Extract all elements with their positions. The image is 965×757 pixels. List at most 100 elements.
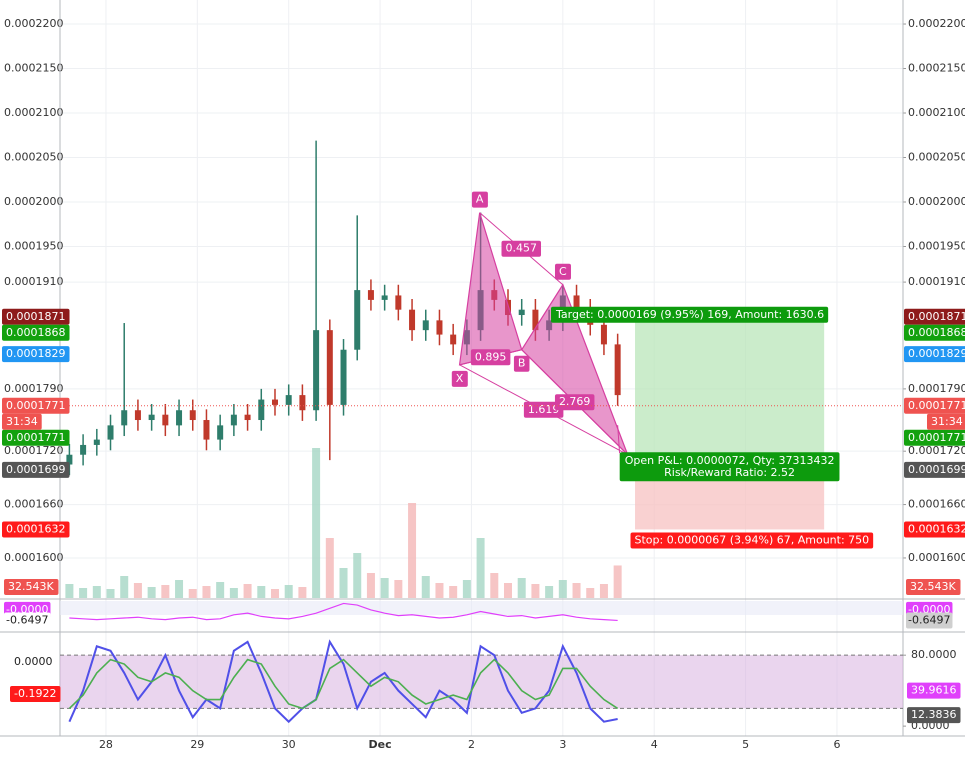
pattern-ratio-bg xyxy=(523,401,564,418)
volume-bar xyxy=(435,583,444,598)
price-badge-group: 0.0001699 xyxy=(904,461,965,478)
price-badge-bg xyxy=(904,397,965,414)
volume-badge-bg xyxy=(906,579,961,595)
position-pnl-bg xyxy=(619,452,840,482)
oscillator2-badge: 12.3836 xyxy=(911,708,957,721)
price-badge-bg xyxy=(2,308,70,325)
candle-body xyxy=(107,425,114,440)
candle-body xyxy=(244,414,251,421)
volume-bar xyxy=(147,587,156,598)
candle-body xyxy=(532,309,539,331)
oscillator2-left-label: 0.0000 xyxy=(14,655,53,668)
candle-body xyxy=(395,295,402,310)
price-badge-bg xyxy=(904,308,965,325)
candle-body xyxy=(367,290,374,300)
candle-body xyxy=(121,410,128,426)
oscillator1-label-bg xyxy=(906,612,953,629)
x-tick-label: Dec xyxy=(369,738,392,751)
pattern-ratio-group: 2.769 xyxy=(554,394,595,411)
candle-body xyxy=(436,320,443,335)
price-badge-bg xyxy=(2,397,70,414)
candle-body xyxy=(285,395,292,405)
position-stop: Stop: 0.0000067 (3.94%) 67, Amount: 750 xyxy=(635,533,870,546)
price-badge-bg xyxy=(2,346,70,363)
oscillator1-label-bg xyxy=(4,612,51,629)
volume-bar xyxy=(243,584,252,598)
y-tick-label: 0.0001600 xyxy=(4,551,64,564)
candle-body xyxy=(80,444,87,455)
oscillator1-label: -0.6497 xyxy=(908,613,950,626)
price-badge: 0.0001829 xyxy=(6,347,66,360)
y-tick-label: 0.0002150 xyxy=(4,62,64,75)
volume-badge-bg xyxy=(4,579,59,595)
pattern-ratio-bg xyxy=(470,349,511,366)
y-tick-label: 0.0002050 xyxy=(4,151,64,164)
pattern-point-label-bg xyxy=(513,355,530,372)
price-badge-group: 0.0001871 xyxy=(2,308,70,325)
pattern-point-label-group: A xyxy=(471,191,488,208)
oscillator2-left-label-bg xyxy=(10,686,61,702)
oscillator2-badge: 39.9616 xyxy=(911,684,957,697)
candle-body xyxy=(162,414,169,426)
oscillator1-label-group: -0.6497 xyxy=(4,612,51,629)
volume-bar xyxy=(503,583,512,598)
y-tick-label: 0.0002100 xyxy=(4,106,64,119)
price-badge-bg xyxy=(904,346,965,363)
volume-bar xyxy=(394,580,403,598)
volume-bar xyxy=(408,503,417,598)
y-tick-label: 0.0001660 xyxy=(908,498,965,511)
price-badge-group: 0.0001868 xyxy=(2,324,70,341)
x-tick-label: 4 xyxy=(651,738,658,751)
price-badge-group: 0.0001771 xyxy=(2,397,70,414)
volume-bar xyxy=(65,584,74,598)
countdown-group: 31:34 xyxy=(927,413,965,430)
price-badge-bg xyxy=(904,324,965,341)
price-badge: 0.0001771 xyxy=(6,399,66,412)
price-badge-bg xyxy=(904,429,965,446)
volume-bar xyxy=(531,584,540,598)
x-tick-label: 5 xyxy=(742,738,749,751)
y-tick-label: 0.0001600 xyxy=(908,551,965,564)
volume-bar xyxy=(161,585,170,598)
x-tick-label: 6 xyxy=(833,738,840,751)
pattern-point-label-group: X xyxy=(451,370,468,387)
x-tick-label: 29 xyxy=(190,738,204,751)
price-badge-group: 0.0001632 xyxy=(2,521,70,538)
price-badge: 0.0001871 xyxy=(6,310,66,323)
volume-bar xyxy=(325,538,334,598)
pattern-point-label-bg xyxy=(554,263,571,280)
price-badge-group: 0.0001871 xyxy=(904,308,965,325)
candle-body xyxy=(217,425,224,440)
volume-bar xyxy=(353,553,362,598)
candle-body xyxy=(148,414,155,421)
volume-bar xyxy=(517,578,526,598)
oscillator2-badge-bg xyxy=(907,707,961,724)
price-badge-group: 0.0001829 xyxy=(2,346,70,363)
volume-bar xyxy=(462,580,471,598)
candle-body xyxy=(299,395,306,411)
volume-badge-group: 32.543K xyxy=(4,579,59,595)
price-badge: 0.0001771 xyxy=(908,431,965,444)
countdown-bg xyxy=(927,413,965,430)
oscillator1-label-group: -0.6497 xyxy=(906,612,953,629)
pattern-ratio-bg xyxy=(501,240,541,257)
candle-body xyxy=(189,410,196,421)
price-badge-bg xyxy=(2,461,70,478)
volume-bar xyxy=(175,580,184,598)
volume-bar xyxy=(449,586,458,598)
price-badge-bg xyxy=(2,324,70,341)
position-pnl: Open P&L: 0.0000072, Qty: 37313432Risk/R… xyxy=(619,452,840,482)
volume-bar xyxy=(421,576,430,598)
y-tick-label: 0.0001910 xyxy=(4,275,64,288)
candle-body xyxy=(203,420,210,440)
candle-body xyxy=(600,324,607,345)
x-tick-label: 2 xyxy=(468,738,475,751)
countdown-group: 31:34 xyxy=(2,413,42,430)
candle-body xyxy=(614,344,621,396)
candle-body xyxy=(230,414,237,426)
pane-shade xyxy=(60,601,903,615)
volume-bar xyxy=(92,586,101,598)
pattern-point-label-group: C xyxy=(554,263,571,280)
oscillator2-badge-bg xyxy=(907,682,961,699)
volume-bar xyxy=(298,587,307,598)
